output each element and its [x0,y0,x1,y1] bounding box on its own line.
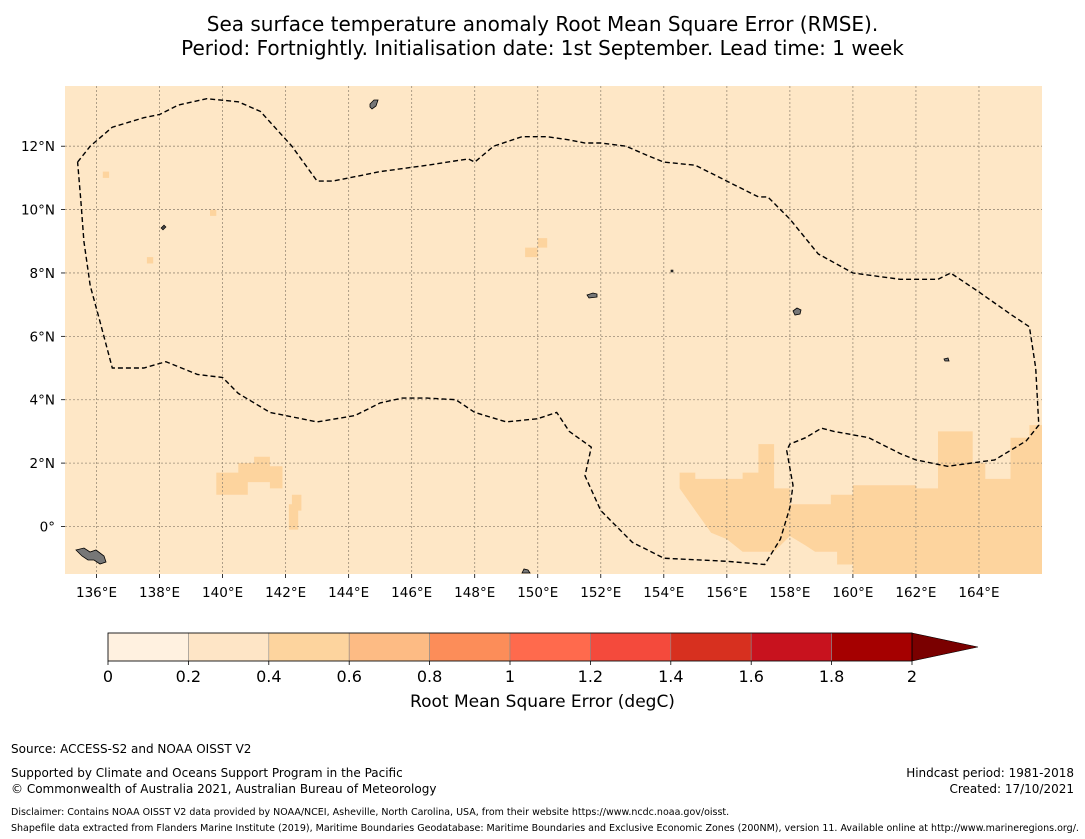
x-tick-label: 160°E [832,585,873,601]
y-tick-label: 12°N [21,139,55,155]
x-tick-label: 158°E [769,585,810,601]
rmse-region [525,238,548,258]
y-tick-label: 6°N [30,329,55,345]
footer-created: Created: 17/10/2021 [949,782,1074,796]
x-axis-ticks: 136°E 138°E 140°E 142°E 144°E 146°E 148°E 150°E… [76,574,999,601]
colorbar-tick-label: 2 [906,667,918,686]
map-title-line2: Period: Fortnightly. Initialisation date… [181,36,904,60]
x-tick-label: 142°E [265,585,306,601]
y-tick-label: 8°N [30,266,55,282]
footer-source: Source: ACCESS-S2 and NOAA OISST V2 [11,742,252,756]
colorbar-segment [590,632,672,662]
colorbar-tick-label: 1.4 [658,667,684,686]
footer-copyright: © Commonwealth of Australia 2021, Austra… [11,782,437,796]
island-pohnpei-icon [792,307,802,316]
x-tick-label: 156°E [706,585,747,601]
footer-hindcast: Hindcast period: 1981-2018 [906,766,1074,780]
colorbar-segment [831,632,913,662]
colorbar-label: Root Mean Square Error (degC) [410,692,675,712]
y-tick-label: 4°N [30,393,55,409]
colorbar-segment [750,632,832,662]
x-tick-label: 154°E [643,585,684,601]
colorbar-segment [188,632,270,662]
x-tick-label: 148°E [454,585,495,601]
rmse-region [210,209,217,216]
gridlines [65,86,1042,574]
colorbar-segment [268,632,350,662]
island-kosrae-icon [943,357,950,362]
footer-shapefile: Shapefile data extracted from Flanders M… [11,823,1079,834]
rmse-region [146,257,154,264]
island-guam-icon [369,99,379,110]
colorbar-extend-arrow [911,632,979,662]
x-tick-label: 144°E [328,585,369,601]
x-tick-label: 140°E [202,585,243,601]
y-tick-label: 10°N [21,203,55,219]
colorbar-segment [107,632,189,662]
footer-supported: Supported by Climate and Oceans Support … [11,766,403,780]
colorbar-tick-label: 1 [504,667,516,686]
island-south-icon [521,568,531,574]
footer-disclaimer: Disclaimer: Contains NOAA OISST V2 data … [11,807,730,818]
islands [75,99,950,574]
colorbar-segment [429,632,511,662]
colorbar-tick-label: 0.4 [256,667,282,686]
colorbar-tick-label: 0.6 [336,667,362,686]
rmse-region [102,171,110,178]
colorbar-segment [348,632,430,662]
colorbar-tick-label: 1.2 [577,667,604,686]
colorbar-tick-label: 0.8 [416,667,443,686]
colorbar-tick-label: 0.2 [175,667,202,686]
colorbar-segment [670,632,752,662]
islet-icon [670,269,674,273]
map-title-line1: Sea surface temperature anomaly Root Mea… [206,12,879,36]
rmse-region [288,494,302,530]
island-papua-coast-icon [75,547,107,565]
colorbar-tick-label: 1.6 [738,667,764,686]
colorbar-tick-label: 1.8 [818,667,845,686]
x-tick-label: 136°E [76,585,117,601]
colorbar-tick-label: 0 [102,667,114,686]
colorbar [107,632,979,665]
y-tick-label: 2°N [30,456,55,472]
island-palau-icon [160,224,167,231]
x-tick-label: 138°E [139,585,180,601]
x-tick-label: 152°E [580,585,621,601]
colorbar-segment [509,632,591,662]
x-tick-label: 162°E [895,585,936,601]
x-tick-label: 146°E [391,585,432,601]
rmse-region [679,444,790,552]
rmse-region [216,456,283,495]
eez-boundary [76,97,1040,566]
y-tick-label: 0° [40,519,55,535]
y-axis-ticks: 12°N 10°N 8°N 6°N 4°N 2°N 0° [21,139,65,535]
island-chuuk-icon [586,292,598,299]
x-tick-label: 150°E [517,585,558,601]
x-tick-label: 164°E [958,585,999,601]
